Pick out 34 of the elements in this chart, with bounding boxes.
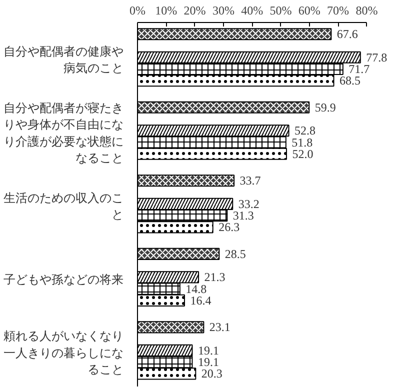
x-tick-label: 20% <box>184 4 206 18</box>
data-label: 26.3 <box>218 220 240 234</box>
data-label: 51.8 <box>292 135 313 150</box>
data-label: 67.6 <box>336 27 358 42</box>
data-label: 77.8 <box>366 50 388 64</box>
data-label: 28.5 <box>224 246 246 261</box>
data-label: 33.7 <box>240 174 261 188</box>
data-label: 59.9 <box>314 100 336 114</box>
data-label: 52.8 <box>294 124 316 138</box>
data-label: 19.1 <box>198 343 219 358</box>
data-label: 19.1 <box>198 355 219 370</box>
y-tick-label: 自分や配偶者の健康や病気のこと <box>4 44 124 76</box>
x-tick-label: 80% <box>356 4 378 18</box>
x-tick-label: 70% <box>327 4 350 18</box>
data-label: 20.3 <box>201 366 222 381</box>
data-label: 52.0 <box>292 146 314 161</box>
data-label: 68.5 <box>339 74 360 88</box>
x-tick-label: 40% <box>241 4 264 18</box>
y-tick-label: 子どもや孫などの将来 <box>4 272 124 287</box>
data-label: 71.7 <box>348 62 370 76</box>
y-tick-label: 頼れる人がいなくなり一人きりの暮らしになること <box>4 328 124 377</box>
data-label: 33.2 <box>238 196 260 211</box>
data-label: 14.8 <box>186 282 207 296</box>
data-label: 21.3 <box>204 270 226 284</box>
data-label: 16.4 <box>190 293 212 308</box>
x-tick-label: 60% <box>298 4 320 18</box>
y-tick-label: 自分や配偶者が寝たきりや身体が不自由になり介護が必要な状態になること <box>4 100 124 166</box>
x-tick-label: 10% <box>155 4 178 18</box>
data-label: 31.3 <box>232 208 254 223</box>
x-tick-label: 0% <box>130 4 146 18</box>
x-tick-label: 50% <box>270 4 292 18</box>
data-label: 23.1 <box>209 320 230 334</box>
x-tick-label: 30% <box>212 4 234 18</box>
y-tick-label: 生活のための収入のこと <box>4 190 124 222</box>
